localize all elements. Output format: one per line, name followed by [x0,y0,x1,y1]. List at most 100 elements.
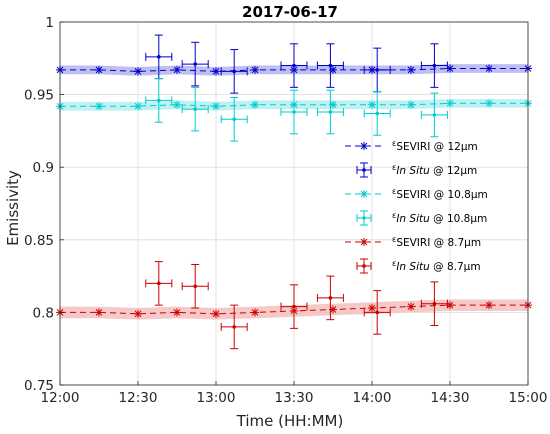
data-point [485,64,493,73]
legend-band: @ 8.7µm [430,237,481,249]
point-marker [328,110,333,114]
legend-marker [362,264,366,268]
x-tick-label: 14:00 [353,390,392,406]
data-point [220,49,248,94]
data-point [363,47,391,93]
marker-stroke [173,66,181,74]
point-marker [157,55,161,59]
point-marker [157,98,161,103]
data-point [407,302,415,311]
legend-marker [362,168,366,172]
legend-symbol: ε [392,211,396,220]
series-1 [145,34,448,94]
x-tick-label: 12:00 [41,390,80,406]
data-point [134,102,142,111]
legend-subscript: SEVIRI [396,237,430,249]
data-point [251,65,259,74]
data-point [220,97,248,142]
marker-stroke [173,101,181,109]
data-point [145,261,173,306]
data-point [329,305,337,314]
legend-entry: εIn Situ @ 10.8µm [356,210,487,226]
legend-label: εIn Situ @ 12µm [392,163,477,177]
point-marker [193,107,197,111]
marker-stroke [251,101,259,109]
data-point [173,308,181,317]
data-point [420,281,448,326]
point-marker [292,63,296,68]
data-point [280,43,308,88]
data-point [316,89,344,135]
marker-stroke [446,301,454,309]
legend-label: εIn Situ @ 8.7µm [392,259,481,273]
marker-stroke [173,309,181,316]
data-point [251,100,259,109]
data-point [316,275,344,321]
y-tick-label: 0.85 [24,233,54,249]
point-marker [157,281,161,286]
marker-stroke [95,66,103,74]
data-point [363,290,391,335]
legend-entry: εIn Situ @ 12µm [356,162,477,178]
point-marker [432,301,437,306]
legend-label: εSEVIRI @ 10.8µm [392,187,488,201]
marker-stroke [134,68,142,75]
marker-stroke [329,66,337,74]
data-point [173,65,181,74]
legend-band: @ 10.8µm [430,213,487,225]
legend-entry: εSEVIRI @ 12µm [345,139,478,153]
marker-stroke [95,309,103,316]
data-point [368,100,376,109]
legend-entry: εIn Situ @ 8.7µm [356,258,481,274]
legend-subscript: SEVIRI [396,141,430,153]
legend-band: @ 12µm [430,141,477,153]
data-point [368,304,376,313]
point-marker [232,325,236,329]
data-point [280,284,308,329]
legend-band: @ 12µm [430,165,477,177]
marker-stroke [407,66,415,74]
marker-stroke [360,142,368,150]
data-point [134,309,142,318]
legend-label: εSEVIRI @ 8.7µm [392,235,481,249]
y-tick-label: 0.95 [24,88,54,104]
x-tick-label: 12:30 [119,390,158,406]
data-point [220,304,248,350]
legend-symbol: ε [392,187,396,196]
marker-stroke [95,102,103,110]
y-tick-label: 0.9 [33,160,54,176]
point-marker [292,304,296,309]
legend-marker [362,216,366,220]
marker-stroke [446,65,454,72]
point-marker [232,69,236,74]
x-axis-label: Time (HH:MM) [236,412,344,430]
data-point [407,65,415,74]
marker-stroke [407,303,415,310]
data-point [420,43,448,88]
legend-subscript: In Situ [396,213,430,225]
point-marker [432,113,437,117]
legend-subscript: In Situ [396,165,430,177]
point-marker [328,63,333,68]
series-3 [145,78,448,142]
data-point [145,78,173,123]
legend-symbol: ε [392,235,396,244]
data-point [485,301,493,310]
data-point [134,67,142,76]
marker-stroke [251,309,259,316]
marker-stroke [212,102,220,110]
data-point [212,102,220,111]
data-point [251,308,259,317]
marker-stroke [360,238,368,246]
chart-title: 2017-06-17 [242,3,338,21]
marker-stroke [446,99,454,107]
marker-stroke [368,101,376,109]
y-axis: 0.75 0.8 0.85 0.9 0.95 1 [24,15,64,394]
legend-symbol: ε [392,163,396,172]
legend-symbol: ε [392,139,396,148]
marker-stroke [360,190,368,198]
point-marker [432,63,437,68]
data-point [316,43,344,88]
